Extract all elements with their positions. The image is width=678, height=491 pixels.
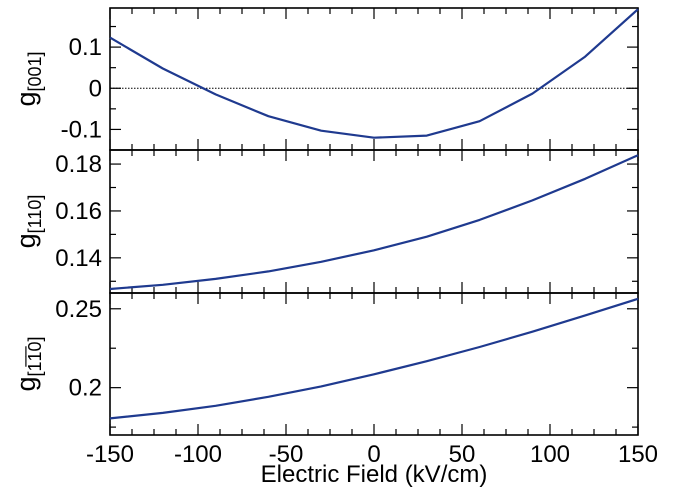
panel-2-frame xyxy=(109,149,639,294)
x-tick-label: -50 xyxy=(269,441,304,468)
panel-3-series-line xyxy=(109,297,639,420)
x-tick-label: -150 xyxy=(86,441,134,468)
panel-3-frame xyxy=(109,292,639,436)
panel-3-ylabel: g[1̅1̅0] xyxy=(11,336,45,391)
panel-1-ytick-label: 0.1 xyxy=(69,34,102,61)
panel-2-ytick-label: 0.18 xyxy=(55,151,102,178)
x-axis-label: Electric Field (kV/cm) xyxy=(261,461,488,488)
ylabel-main: g xyxy=(11,92,41,107)
panel-1-ylabel: g[001] xyxy=(11,51,45,106)
ylabel-subscript: [001] xyxy=(25,51,45,91)
ylabel-subscript: [110] xyxy=(25,195,45,234)
panel-1-series-line xyxy=(109,8,639,139)
ylabel-main: g xyxy=(11,233,41,248)
panel-3-ytick-label: 0.2 xyxy=(69,375,102,402)
ylabel-main: g xyxy=(11,377,41,392)
panel-2-series-line xyxy=(109,154,639,291)
panel-1-ytick-label: 0 xyxy=(89,75,102,102)
x-tick-label: 150 xyxy=(618,441,658,468)
panel-1-frame xyxy=(109,7,639,151)
panel-3-ytick-label: 0.25 xyxy=(55,296,102,323)
panel-2-ytick-label: 0.16 xyxy=(55,198,102,225)
x-tick-label: 0 xyxy=(367,441,380,468)
x-tick-label: -100 xyxy=(174,441,222,468)
panel-2-ylabel: g[110] xyxy=(11,195,45,249)
x-tick-label: 50 xyxy=(449,441,476,468)
panel-1-ytick-label: -0.1 xyxy=(61,116,102,143)
panel-2-ytick-label: 0.14 xyxy=(55,245,102,272)
ylabel-subscript: [1̅1̅0] xyxy=(25,336,45,376)
x-tick-label: 100 xyxy=(530,441,570,468)
